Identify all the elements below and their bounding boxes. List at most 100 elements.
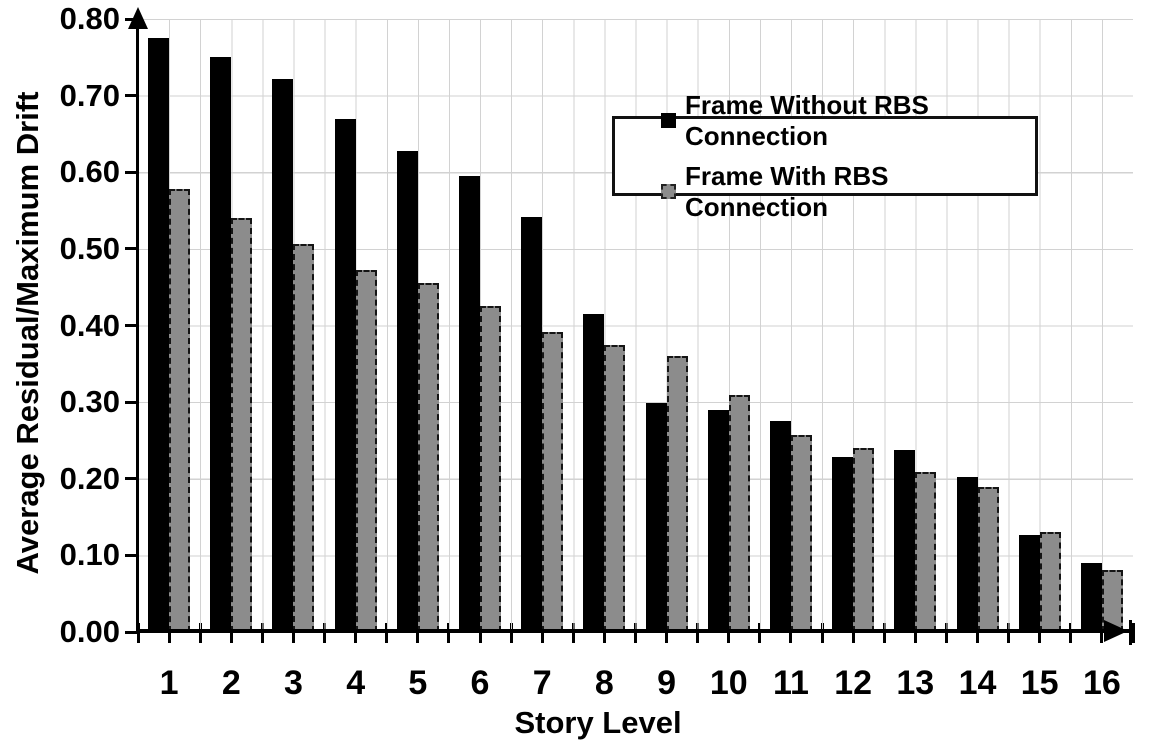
x-axis-title: Story Level (514, 705, 682, 740)
bar-without-rbs-story-7 (521, 216, 543, 632)
x-axis-tick (665, 623, 669, 643)
y-axis-tick (125, 324, 138, 327)
x-axis-tick (416, 623, 420, 643)
y-axis-label-0.00: 0.00 (59, 614, 120, 649)
bar-without-rbs-story-8 (583, 314, 605, 632)
y-axis-label-0.60: 0.60 (59, 154, 120, 190)
x-axis-label-11: 11 (773, 664, 809, 702)
x-axis-tick (727, 623, 731, 643)
bar-with-rbs-story-3 (293, 243, 315, 632)
x-axis-tick (571, 623, 575, 643)
bar-with-rbs-story-5 (417, 283, 439, 632)
x-axis-tick (696, 623, 700, 643)
bar-with-rbs-story-15 (1039, 532, 1061, 632)
bar-with-rbs-story-12 (853, 448, 875, 632)
x-axis-tick (260, 623, 264, 643)
x-axis-label-6: 6 (470, 664, 490, 702)
x-axis-tick (602, 623, 606, 643)
bar-without-rbs-story-15 (1018, 534, 1040, 632)
legend-label-with-rbs: Frame With RBS Connection (685, 160, 889, 222)
x-axis-tick (976, 623, 980, 643)
legend-marker-dashed-gray-icon (661, 184, 676, 199)
bar-with-rbs-story-8 (604, 345, 626, 632)
x-axis-tick (323, 623, 327, 643)
x-axis-tick (478, 623, 482, 643)
x-axis-tick (913, 623, 917, 643)
y-axis-label-0.70: 0.70 (59, 77, 120, 113)
x-axis-label-2: 2 (221, 664, 241, 702)
bar-with-rbs-story-13 (915, 471, 937, 632)
bar-without-rbs-story-16 (1080, 563, 1102, 632)
x-axis-end-tick (1129, 620, 1132, 645)
bar-with-rbs-story-11 (790, 435, 812, 632)
bar-with-rbs-story-9 (666, 356, 688, 632)
x-axis-label-7: 7 (532, 664, 552, 702)
x-axis-tick (1069, 623, 1073, 643)
x-axis-label-16: 16 (1082, 664, 1121, 702)
legend-item-without-rbs: Frame Without RBS Connection (661, 90, 1035, 152)
x-axis-label-13: 13 (896, 664, 935, 702)
x-axis-label-14: 14 (958, 664, 997, 702)
x-axis-tick (634, 623, 637, 643)
legend-item-with-rbs: Frame With RBS Connection (661, 161, 1035, 223)
y-axis-tick (125, 94, 138, 98)
bar-without-rbs-story-9 (645, 402, 667, 632)
bar-with-rbs-story-16 (1101, 569, 1123, 632)
y-axis-tick (125, 630, 138, 634)
y-axis-label-0.20: 0.20 (59, 460, 120, 496)
x-axis-label-3: 3 (284, 664, 303, 702)
x-axis-label-5: 5 (408, 664, 428, 702)
bar-with-rbs-story-2 (231, 218, 253, 632)
x-axis-tick (540, 623, 544, 643)
x-axis-tick (385, 623, 389, 643)
bar-without-rbs-story-14 (956, 477, 978, 632)
y-axis-tick (125, 170, 138, 174)
x-axis-tick (229, 623, 233, 643)
bar-without-rbs-story-3 (272, 78, 294, 632)
x-axis-label-12: 12 (834, 664, 873, 702)
bar-without-rbs-story-10 (707, 409, 729, 632)
x-axis-label-4: 4 (346, 664, 366, 702)
x-axis-line (136, 629, 1134, 633)
x-axis-tick (1100, 623, 1104, 643)
bar-without-rbs-story-13 (894, 449, 916, 632)
bar-without-rbs-story-1 (148, 38, 170, 632)
x-axis-tick (944, 623, 948, 643)
x-axis-arrow-icon (1104, 620, 1128, 642)
y-axis-arrow-icon (128, 7, 148, 29)
bar-without-rbs-story-11 (769, 421, 791, 632)
bar-without-rbs-story-12 (832, 456, 854, 632)
x-axis-tick (1038, 623, 1042, 643)
x-axis-tick (167, 623, 171, 643)
bar-with-rbs-story-14 (977, 487, 999, 632)
y-axis-tick (125, 17, 138, 21)
legend-marker-solid-black-icon (661, 113, 676, 128)
x-axis-tick (354, 623, 358, 643)
bar-without-rbs-story-5 (396, 150, 418, 632)
bar-with-rbs-story-1 (169, 189, 191, 632)
x-axis-tick (1131, 623, 1135, 643)
x-axis-tick (509, 623, 513, 643)
x-axis-tick (136, 623, 140, 643)
legend-label-without-rbs: Frame Without RBS Connection (685, 89, 929, 151)
bar-without-rbs-story-4 (334, 118, 356, 632)
x-axis-tick (447, 623, 451, 643)
y-axis-tick (125, 477, 138, 481)
x-axis-tick (1007, 623, 1011, 643)
bar-without-rbs-story-6 (459, 176, 481, 632)
y-axis-label-0.50: 0.50 (59, 230, 120, 266)
y-axis-tick (125, 400, 138, 404)
x-axis-tick (758, 623, 762, 643)
y-axis-tick (125, 553, 138, 557)
y-axis-label-0.80: 0.80 (59, 1, 120, 36)
bar-with-rbs-story-7 (542, 331, 564, 632)
bar-with-rbs-story-4 (355, 270, 377, 632)
x-axis-tick (851, 623, 855, 643)
x-axis-tick (789, 623, 793, 643)
x-axis-label-9: 9 (657, 664, 677, 702)
bar-without-rbs-story-2 (210, 57, 232, 632)
y-axis-label-0.30: 0.30 (59, 384, 120, 420)
x-axis-tick (198, 623, 202, 643)
legend: Frame Without RBS Connection Frame With … (612, 90, 1038, 222)
